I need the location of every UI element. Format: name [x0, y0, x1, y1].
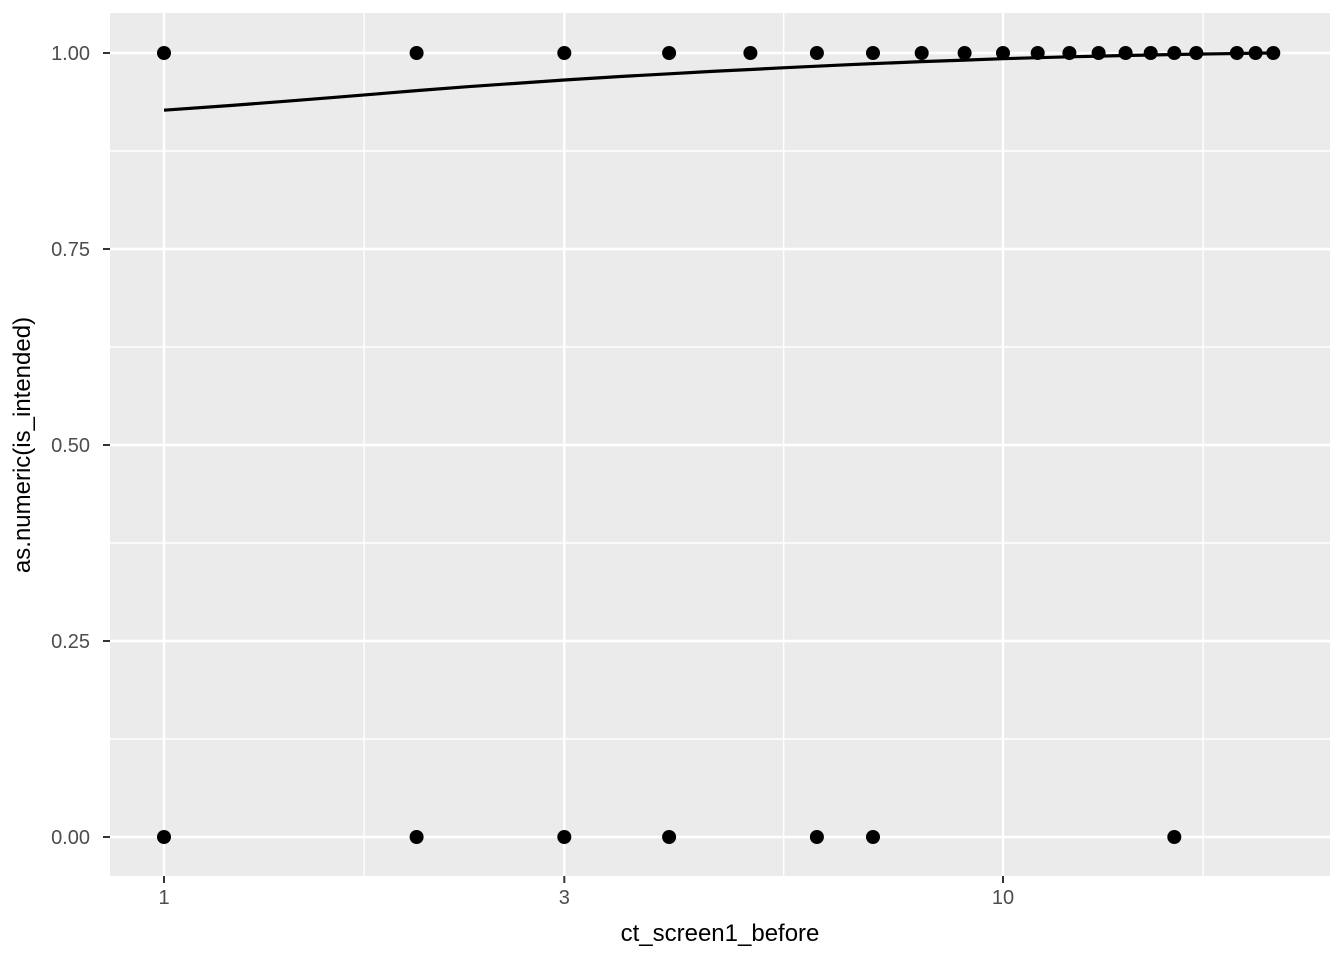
y-tick-label: 1.00: [51, 43, 90, 65]
x-axis-tick-marks: [163, 876, 1004, 883]
data-point: [1118, 46, 1133, 60]
y-tick-label: 0.50: [51, 435, 90, 457]
data-point: [1091, 46, 1106, 60]
data-point: [1189, 46, 1204, 60]
data-point: [409, 830, 424, 844]
data-point: [557, 830, 572, 844]
data-point: [1167, 46, 1182, 60]
data-point: [1062, 46, 1077, 60]
y-axis-tick-marks: [103, 52, 110, 838]
data-point: [809, 830, 824, 844]
data-point: [957, 46, 972, 60]
data-point: [1248, 46, 1263, 60]
data-point: [1266, 46, 1281, 60]
data-point: [662, 46, 677, 60]
y-axis-tick-labels: 0.00 0.25 0.50 0.75 1.00: [51, 43, 90, 849]
data-point: [996, 46, 1010, 60]
data-point: [743, 46, 758, 60]
data-point: [809, 46, 824, 60]
scatter-points: [157, 46, 1281, 844]
y-tick-label: 0.75: [51, 239, 90, 261]
x-tick-label: 1: [158, 887, 169, 909]
data-point: [914, 46, 929, 60]
x-axis-tick-labels: 1 3 10: [158, 887, 1014, 909]
data-point: [557, 46, 572, 60]
data-point: [409, 46, 424, 60]
gridlines-major: [110, 13, 1330, 876]
data-point: [1143, 46, 1158, 60]
y-tick-label: 0.00: [51, 827, 90, 849]
data-point: [866, 46, 880, 60]
data-point: [662, 830, 677, 844]
data-point: [866, 830, 880, 844]
data-point: [1229, 46, 1244, 60]
data-point: [1030, 46, 1045, 60]
data-point: [157, 46, 171, 60]
x-axis-title: ct_screen1_before: [621, 920, 820, 947]
y-tick-label: 0.25: [51, 631, 90, 653]
data-point: [157, 830, 171, 844]
y-axis-title: as.numeric(is_intended): [9, 317, 36, 573]
x-tick-label: 3: [559, 887, 570, 909]
data-point: [1167, 830, 1182, 844]
x-tick-label: 10: [992, 887, 1014, 909]
